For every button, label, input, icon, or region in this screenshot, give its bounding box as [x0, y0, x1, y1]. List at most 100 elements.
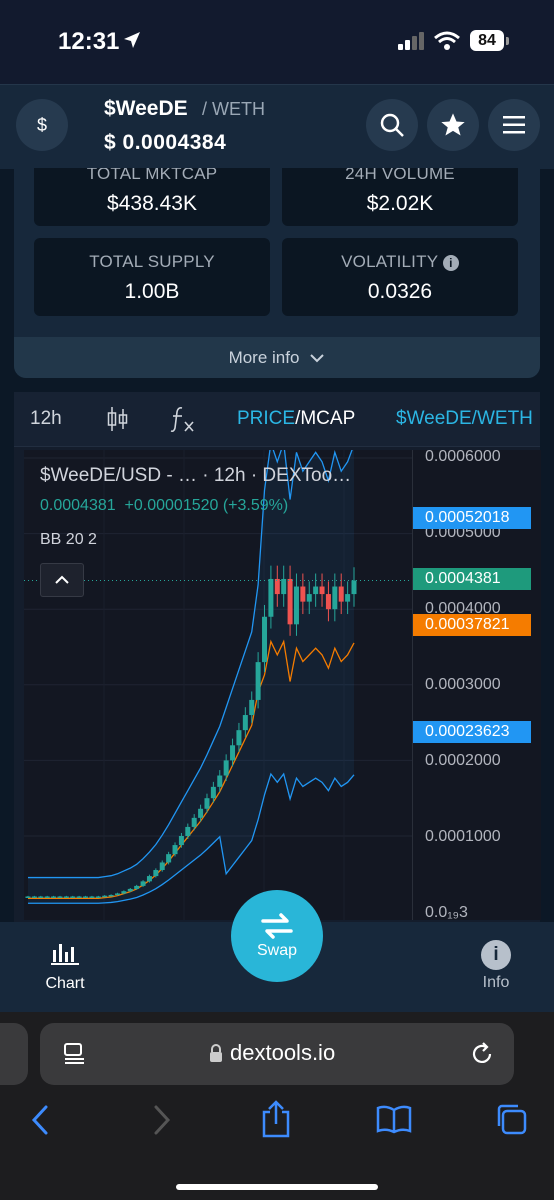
price-axis-tick: 0.0006000 [425, 448, 501, 465]
pair-selector[interactable]: $WeeDE/WETH [396, 408, 533, 429]
wifi-icon [434, 31, 460, 50]
reader-mode-icon[interactable] [62, 1042, 88, 1066]
address-bar[interactable] [40, 1023, 514, 1085]
candle-body [191, 817, 197, 827]
price-axis-tick: 0.0004000 [425, 600, 501, 617]
volume-label: 24H VOLUME [345, 164, 455, 183]
candle-body [178, 836, 184, 846]
bookmarks-icon[interactable] [376, 1104, 412, 1134]
nav-chart[interactable]: Chart [42, 940, 88, 993]
candle-body [345, 594, 351, 602]
indicator-label: BB 20 2 [40, 531, 97, 548]
candle-body [217, 775, 223, 787]
candle-body [114, 893, 120, 895]
bollinger-band-fill [28, 450, 354, 904]
menu-button[interactable] [488, 99, 540, 151]
volatility-label: VOLATILITY [341, 252, 438, 271]
candle-body [274, 578, 280, 595]
token-avatar[interactable]: $ [16, 99, 68, 151]
price-tag-upper-band: 0.00052018 [413, 507, 531, 529]
nav-info[interactable]: i Info [476, 940, 516, 992]
candle-body [159, 862, 165, 871]
bollinger-lower-line [28, 772, 355, 904]
swap-label: Swap [256, 942, 298, 959]
pair-quote-symbol: / WETH [202, 99, 265, 119]
candle-body [306, 594, 312, 602]
price-mcap-toggle[interactable]: PRICE/MCAP [237, 408, 355, 430]
search-icon [380, 113, 404, 137]
candle-body [281, 578, 287, 595]
candle-body [255, 662, 261, 700]
url-display[interactable]: dextools.io [208, 1040, 335, 1066]
search-button[interactable] [366, 99, 418, 151]
candle-body [242, 715, 248, 731]
candle-body [31, 896, 37, 898]
total-mktcap-value: $438.43K [107, 192, 197, 215]
price-tag-basis: 0.00037821 [413, 614, 531, 636]
url-text: dextools.io [230, 1040, 336, 1065]
favorite-button[interactable] [427, 99, 479, 151]
bollinger-upper-line [28, 450, 353, 879]
candle-body [236, 730, 242, 746]
bar-chart-icon [51, 944, 79, 965]
location-arrow-icon [124, 32, 140, 48]
price-axis-tick: 0.0003000 [425, 676, 501, 693]
volume-value: $2.02K [366, 192, 434, 215]
candle-body [249, 699, 255, 716]
candle-body [351, 580, 357, 595]
candle-body [134, 885, 140, 889]
total-mktcap-label: TOTAL MKTCAP [86, 164, 218, 183]
more-info-button[interactable]: More info [14, 337, 540, 378]
indicators-fx-icon[interactable] [170, 404, 196, 434]
collapse-legend-button[interactable] [40, 563, 84, 597]
token-price: $ 0.0004384 [104, 131, 227, 154]
candle-body [57, 896, 63, 898]
nav-info-label: Info [482, 974, 510, 991]
swap-button[interactable]: Swap [231, 890, 323, 982]
candlestick-type-icon[interactable] [106, 405, 130, 433]
candle-body [262, 616, 268, 663]
battery-indicator: 84 [470, 30, 504, 51]
total-supply-card: TOTAL SUPPLY 1.00B [34, 238, 270, 316]
candle-body [204, 798, 210, 809]
star-icon [441, 113, 465, 136]
mcap-toggle-label: /MCAP [295, 408, 356, 429]
home-indicator [176, 1184, 378, 1190]
candle-body [230, 745, 236, 761]
tabs-icon[interactable] [494, 1102, 528, 1136]
candle-body [172, 845, 178, 855]
candle-body [338, 586, 344, 602]
candle-body [166, 854, 172, 863]
reload-icon[interactable] [469, 1041, 495, 1067]
candle-body [25, 896, 31, 898]
legend-price: 0.0004381 [40, 497, 116, 514]
share-icon[interactable] [260, 1100, 292, 1138]
candle-body [83, 896, 89, 898]
candle-body [76, 896, 82, 898]
candle-body [287, 578, 293, 625]
status-bar [0, 0, 554, 84]
previous-tab-peek[interactable] [0, 1023, 28, 1085]
info-icon[interactable]: i [442, 254, 459, 271]
candle-body [121, 891, 127, 894]
back-icon[interactable] [30, 1104, 52, 1136]
total-supply-label: TOTAL SUPPLY [89, 252, 215, 271]
price-axis-tick: 0.0₁₉3 [425, 904, 468, 921]
candlestick-chart[interactable] [24, 450, 412, 920]
chevron-down-icon [310, 353, 325, 362]
chart-toolbar [14, 392, 540, 447]
interval-selector[interactable]: 12h [30, 408, 62, 429]
bollinger-basis-line [28, 639, 355, 899]
candle-body [146, 876, 152, 882]
chart-legend-values: 0.0004381 +0.00001520 (+3.59%) [40, 497, 288, 515]
price-axis-tick: 0.0002000 [425, 752, 501, 769]
forward-icon[interactable] [150, 1104, 172, 1136]
price-tag-lower-band: 0.00023623 [413, 721, 531, 743]
candle-body [185, 826, 191, 836]
candle-body [198, 808, 204, 818]
candle-body [38, 896, 44, 898]
legend-change: +0.00001520 (+3.59%) [124, 497, 289, 514]
candle-body [108, 894, 114, 897]
swap-arrows-icon [261, 913, 293, 939]
candle-body [293, 586, 299, 625]
